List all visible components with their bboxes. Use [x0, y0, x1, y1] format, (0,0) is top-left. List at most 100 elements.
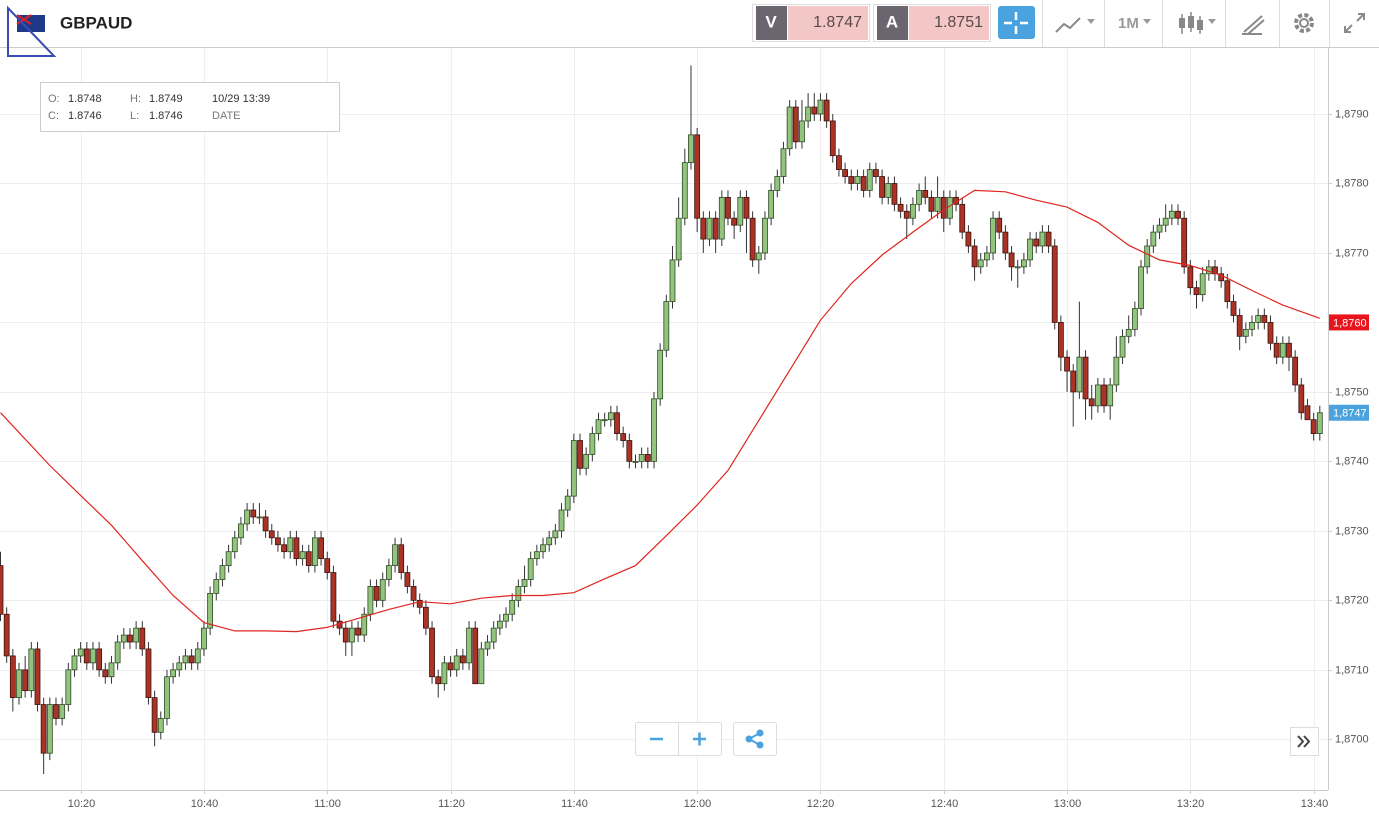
candle-body	[607, 412, 614, 421]
x-tick-label: 12:20	[807, 798, 835, 810]
candle-body	[533, 551, 540, 560]
candle-body	[1045, 231, 1052, 247]
share-button[interactable]	[733, 722, 777, 756]
candle-body	[422, 606, 429, 629]
candle-body	[392, 544, 398, 566]
candle-body	[188, 655, 195, 664]
candle-body	[1249, 322, 1255, 330]
fullscreen-icon[interactable]	[1344, 13, 1365, 33]
candle-body	[620, 433, 627, 441]
candle-body	[472, 627, 479, 685]
candle-body	[219, 565, 226, 580]
candle-body	[1039, 231, 1046, 247]
candle-body	[1236, 315, 1243, 337]
candle-body	[860, 176, 867, 191]
info-box-bg	[40, 82, 340, 132]
y-tick-label: 1,8790	[1335, 108, 1369, 120]
info-box: O: 1.8748 H: 1.8749 10/29 13:39 C: 1.874…	[40, 82, 340, 132]
y-tick-label: 1,8770	[1335, 247, 1369, 259]
candle-body	[1156, 224, 1163, 233]
timeframe[interactable]: 1M	[1118, 15, 1139, 32]
candle-body	[108, 662, 115, 678]
draw-icon[interactable]	[1242, 15, 1265, 35]
candle-body	[244, 509, 251, 525]
indicator-icon[interactable]	[1055, 17, 1081, 33]
candle-body	[675, 217, 682, 261]
candle-body	[817, 99, 824, 115]
crosshair-button[interactable]	[998, 6, 1035, 39]
candle-body	[1027, 238, 1033, 261]
scroll-end-button[interactable]	[1290, 727, 1319, 756]
candle-body	[885, 183, 892, 198]
candle-body	[1273, 342, 1280, 358]
x-tick-label: 13:00	[1054, 798, 1082, 810]
scroll-end-icon	[1297, 735, 1311, 748]
info-date-label: DATE	[212, 110, 241, 122]
candle-body	[866, 169, 873, 191]
candle-body	[40, 704, 47, 754]
candle-body	[478, 648, 485, 685]
zoom-in[interactable]	[693, 732, 706, 746]
candle-body	[792, 106, 799, 143]
candle-body	[238, 523, 244, 539]
candle-body	[9, 655, 16, 698]
candle-body	[984, 252, 990, 261]
candle-body	[429, 627, 435, 678]
candle-body	[447, 662, 454, 671]
flag-outline	[7, 5, 57, 57]
sell-value-bg	[788, 6, 868, 40]
candle-body	[385, 565, 392, 580]
candle-body	[1008, 252, 1015, 268]
candle-body	[910, 203, 916, 219]
candle-body	[527, 558, 534, 580]
candle-body	[712, 217, 719, 240]
candle-body	[1150, 231, 1157, 247]
candle-body	[1138, 266, 1144, 309]
x-tick-label: 13:40	[1301, 798, 1329, 810]
candle-body	[201, 627, 207, 650]
candle-body	[355, 627, 361, 636]
candle-body	[916, 190, 922, 205]
candle-body	[1002, 231, 1009, 254]
candle-body	[367, 586, 374, 615]
candle-body	[1181, 217, 1188, 268]
info-date: 10/29 13:39	[212, 93, 270, 105]
candle-body	[46, 704, 53, 754]
candle-body	[151, 697, 158, 733]
candle-body	[891, 183, 898, 205]
price-tag	[1329, 404, 1369, 421]
candle-body	[1310, 419, 1317, 434]
settings-icon-center	[1299, 18, 1309, 28]
chart-type-icon-body	[1197, 20, 1203, 30]
candle-body	[1224, 280, 1231, 302]
candle-body	[0, 565, 4, 615]
candle-body	[262, 516, 269, 532]
y-tick-label: 1,8710	[1335, 664, 1369, 676]
candle-body	[509, 599, 516, 615]
candle-body	[552, 530, 559, 539]
info-label: C:	[48, 110, 59, 122]
candle-body	[1187, 266, 1194, 289]
candle-body	[1298, 384, 1305, 414]
candle-body	[28, 648, 35, 692]
candle-body	[194, 648, 201, 664]
candle-body	[681, 162, 688, 219]
zoom-controls	[635, 722, 1319, 756]
candle-body	[515, 586, 522, 601]
candle-body	[1144, 245, 1151, 268]
settings-icon[interactable]	[1294, 13, 1314, 33]
candle-body	[459, 655, 466, 664]
candle-body	[1267, 322, 1274, 344]
candle-body	[811, 106, 818, 115]
candle-body	[1088, 398, 1095, 407]
dropdown-arrow	[1143, 19, 1151, 24]
chart-type-icon-body	[1179, 18, 1185, 28]
candle-body	[342, 627, 349, 643]
candle-body	[755, 252, 762, 261]
candle-body	[977, 259, 984, 268]
candle-body	[404, 572, 411, 587]
candle-body	[114, 641, 121, 664]
candle-body	[1033, 238, 1040, 247]
candle-body	[324, 558, 331, 573]
